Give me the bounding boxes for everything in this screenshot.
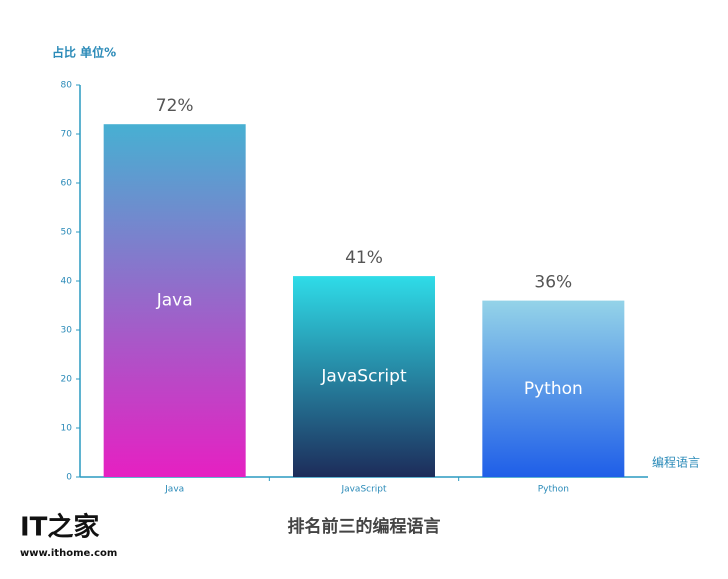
value-label: 72% xyxy=(156,96,194,116)
logo-url: www.ithome.com xyxy=(20,548,117,559)
y-tick-label: 70 xyxy=(61,130,73,140)
value-label: 36% xyxy=(534,273,572,293)
bar xyxy=(293,276,435,477)
x-tick-label: Java xyxy=(164,485,184,495)
x-tick-label: JavaScript xyxy=(340,485,387,495)
bar xyxy=(103,124,246,477)
value-label: 41% xyxy=(345,248,383,268)
y-tick-label: 20 xyxy=(61,375,73,385)
chart-title: 排名前三的编程语言 xyxy=(288,516,441,537)
logo: IT之家 xyxy=(20,512,99,543)
bar-label: Java xyxy=(156,291,193,311)
y-tick-label: 10 xyxy=(61,424,73,434)
y-tick-label: 0 xyxy=(66,473,72,483)
bar-label: JavaScript xyxy=(320,367,407,387)
y-tick-label: 80 xyxy=(61,81,73,91)
y-tick-label: 40 xyxy=(61,277,73,287)
bar xyxy=(482,300,625,477)
y-tick-label: 50 xyxy=(61,228,73,238)
y-tick-label: 30 xyxy=(61,326,73,336)
bar-label: Python xyxy=(524,379,583,399)
x-tick-label: Python xyxy=(538,485,569,495)
y-axis-label: 占比 单位% xyxy=(52,45,116,60)
x-axis-label: 编程语言 xyxy=(652,455,700,470)
y-tick-label: 60 xyxy=(61,179,73,189)
